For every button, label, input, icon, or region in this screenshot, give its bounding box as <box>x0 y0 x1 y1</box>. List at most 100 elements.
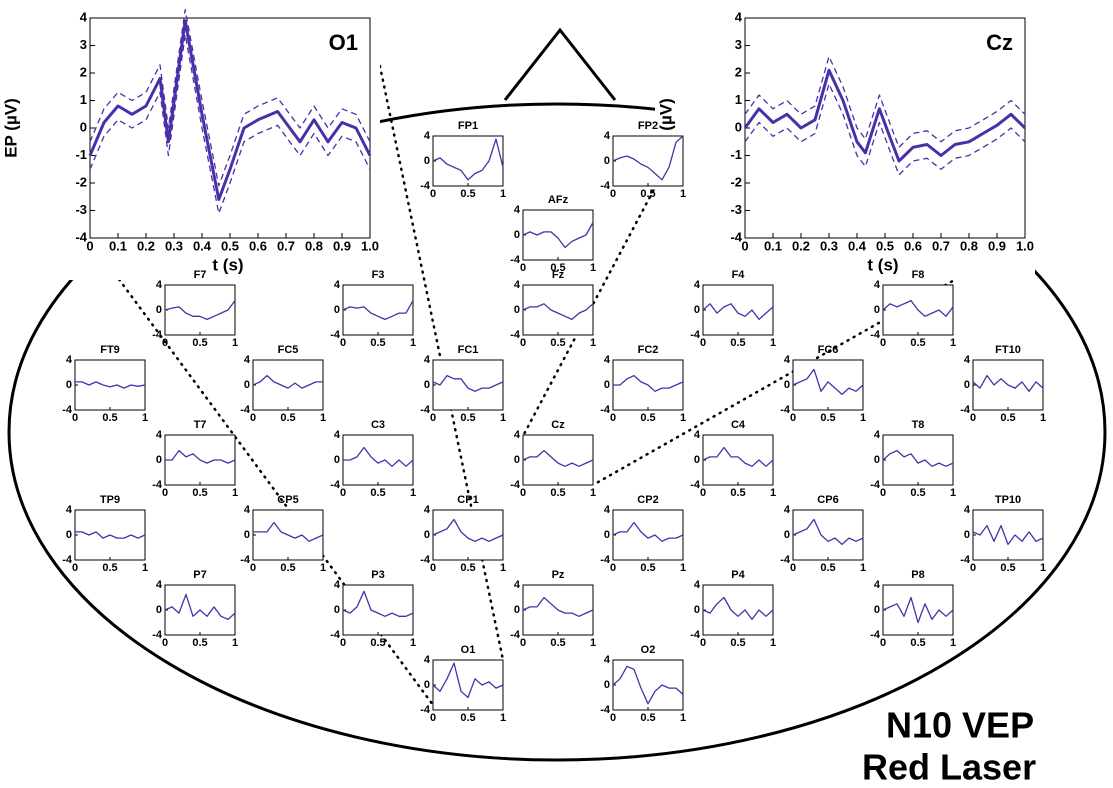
x-tick-label: 0 <box>250 562 256 574</box>
y-tick-label: 0 <box>694 304 700 316</box>
y-tick-label: 0 <box>424 529 430 541</box>
y-tick-label: -3 <box>730 202 742 217</box>
plot-area <box>253 360 323 410</box>
y-tick-label: 1 <box>735 92 742 107</box>
x-tick-label: 1 <box>142 412 148 424</box>
x-tick-label: 1 <box>500 188 506 200</box>
plot-area <box>343 435 413 485</box>
x-axis-label: t (s) <box>867 255 898 274</box>
plot-area <box>343 285 413 335</box>
electrode-label: F4 <box>732 269 746 281</box>
x-tick-label: 0.5 <box>370 487 385 499</box>
electrode-label: P7 <box>193 569 206 581</box>
x-tick-label: 0 <box>790 412 796 424</box>
y-tick-label: 4 <box>874 429 881 441</box>
plot-area <box>793 360 863 410</box>
x-tick-label: 0.5 <box>460 412 475 424</box>
x-tick-label: 0 <box>790 562 796 574</box>
x-tick-label: 0.9 <box>988 238 1006 253</box>
x-tick-label: 0.5 <box>730 487 745 499</box>
x-tick-label: 1 <box>590 487 596 499</box>
x-tick-label: 0.5 <box>640 712 655 724</box>
y-tick-label: 0 <box>964 529 970 541</box>
x-tick-label: 1.0 <box>1016 238 1034 253</box>
x-tick-label: 0.1 <box>109 238 127 253</box>
x-tick-label: 0 <box>700 337 706 349</box>
y-tick-label: 4 <box>334 579 341 591</box>
x-tick-label: 0.1 <box>764 238 782 253</box>
y-tick-label: 0 <box>694 454 700 466</box>
x-tick-label: 0 <box>520 487 526 499</box>
x-tick-label: 1 <box>410 637 416 649</box>
electrode-label: T8 <box>912 419 925 431</box>
electrode-chart: -40400.51CP6 <box>780 494 866 574</box>
plot-area <box>703 285 773 335</box>
y-tick-label: 3 <box>735 37 742 52</box>
y-tick-label: 0 <box>66 529 72 541</box>
x-tick-label: 0 <box>700 487 706 499</box>
y-tick-label: 4 <box>244 504 251 516</box>
x-tick-label: 0.5 <box>102 412 117 424</box>
x-tick-label: 0 <box>520 262 526 274</box>
electrode-label: P3 <box>371 569 384 581</box>
electrode-chart: -40400.51C3 <box>330 419 416 499</box>
plot-area <box>613 136 683 186</box>
x-tick-label: 1 <box>950 487 956 499</box>
x-tick-label: 1.0 <box>361 238 379 253</box>
plot-area <box>883 585 953 635</box>
y-tick-label: -2 <box>75 174 87 189</box>
electrode-chart: -40400.51F7 <box>152 269 238 349</box>
x-tick-label: 1 <box>680 188 686 200</box>
x-tick-label: 0.5 <box>730 337 745 349</box>
y-tick-label: -1 <box>730 147 742 162</box>
x-tick-label: 1 <box>770 337 776 349</box>
y-tick-label: 4 <box>694 429 701 441</box>
electrode-chart: -40400.51CP1 <box>420 494 506 574</box>
y-tick-label: 4 <box>874 579 881 591</box>
y-tick-label: 0 <box>424 379 430 391</box>
electrode-chart: -40400.51CP5 <box>240 494 326 574</box>
x-tick-label: 0.6 <box>249 238 267 253</box>
y-tick-label: 2 <box>735 64 742 79</box>
electrode-chart: -40400.51T7 <box>152 419 238 499</box>
x-tick-label: 1 <box>770 637 776 649</box>
y-tick-label: 0 <box>874 454 880 466</box>
x-tick-label: 0 <box>72 412 78 424</box>
y-tick-label: 4 <box>514 579 521 591</box>
x-tick-label: 0.5 <box>192 487 207 499</box>
y-tick-label: 4 <box>244 354 251 366</box>
x-tick-label: 0.6 <box>904 238 922 253</box>
x-tick-label: 0 <box>430 188 436 200</box>
y-tick-label: 0 <box>694 604 700 616</box>
y-tick-label: 0 <box>604 379 610 391</box>
x-tick-label: 0 <box>340 637 346 649</box>
x-tick-label: 0.5 <box>102 562 117 574</box>
x-tick-label: 0 <box>520 337 526 349</box>
y-tick-label: 4 <box>66 354 73 366</box>
y-tick-label: 0 <box>874 304 880 316</box>
x-tick-label: 0.5 <box>640 562 655 574</box>
x-tick-label: 1 <box>860 562 866 574</box>
x-tick-label: 1 <box>232 337 238 349</box>
y-tick-label: 4 <box>334 279 341 291</box>
electrode-label: F8 <box>912 269 925 281</box>
x-tick-label: 0.5 <box>640 412 655 424</box>
x-tick-label: 1 <box>1040 412 1046 424</box>
x-tick-label: 0.5 <box>820 412 835 424</box>
y-tick-label: 4 <box>964 354 971 366</box>
x-tick-label: 0.5 <box>550 487 565 499</box>
y-tick-label: 4 <box>156 429 163 441</box>
y-tick-label: -1 <box>75 147 87 162</box>
x-tick-label: 0 <box>880 637 886 649</box>
electrode-chart: -40400.51Pz <box>510 569 596 649</box>
x-tick-label: 0.5 <box>910 637 925 649</box>
connector <box>370 18 503 660</box>
electrode-chart: -40400.51TP10 <box>960 494 1046 574</box>
plot-area <box>793 510 863 560</box>
